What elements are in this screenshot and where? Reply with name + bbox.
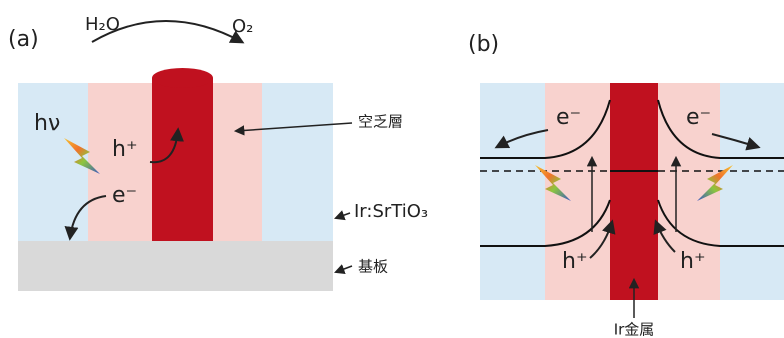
pointer — [336, 213, 350, 218]
hole: h⁺ — [562, 249, 588, 274]
panel-a: (a) H₂O O₂ hν h⁺ e⁻ 空乏層 Ir:SrTiO₃ 基板 — [8, 14, 428, 291]
hole: h⁺ — [680, 249, 706, 274]
panel-b: (b) e⁻ e⁻ h⁺ h⁺ Ir金属 — [468, 32, 784, 338]
electron: e⁻ — [112, 183, 137, 208]
electron: e⁻ — [686, 105, 711, 130]
annotation: 基板 — [358, 258, 388, 276]
ir-metal — [610, 83, 658, 300]
annotation: Ir:SrTiO₃ — [354, 201, 428, 222]
pillar-top — [152, 68, 213, 88]
metal-label: Ir金属 — [614, 321, 655, 338]
ir-pillar — [152, 78, 213, 241]
substrate — [18, 241, 333, 291]
product: O₂ — [232, 16, 253, 37]
diagram: (a) H₂O O₂ hν h⁺ e⁻ 空乏層 Ir:SrTiO₃ 基板 (b)… — [0, 0, 784, 338]
pointer — [336, 266, 352, 272]
hole: h⁺ — [112, 137, 138, 162]
annotation: 空乏層 — [358, 113, 403, 131]
panel-label: (b) — [468, 32, 499, 57]
light: hν — [34, 111, 60, 136]
panel-label: (a) — [8, 27, 39, 52]
electron: e⁻ — [556, 105, 581, 130]
